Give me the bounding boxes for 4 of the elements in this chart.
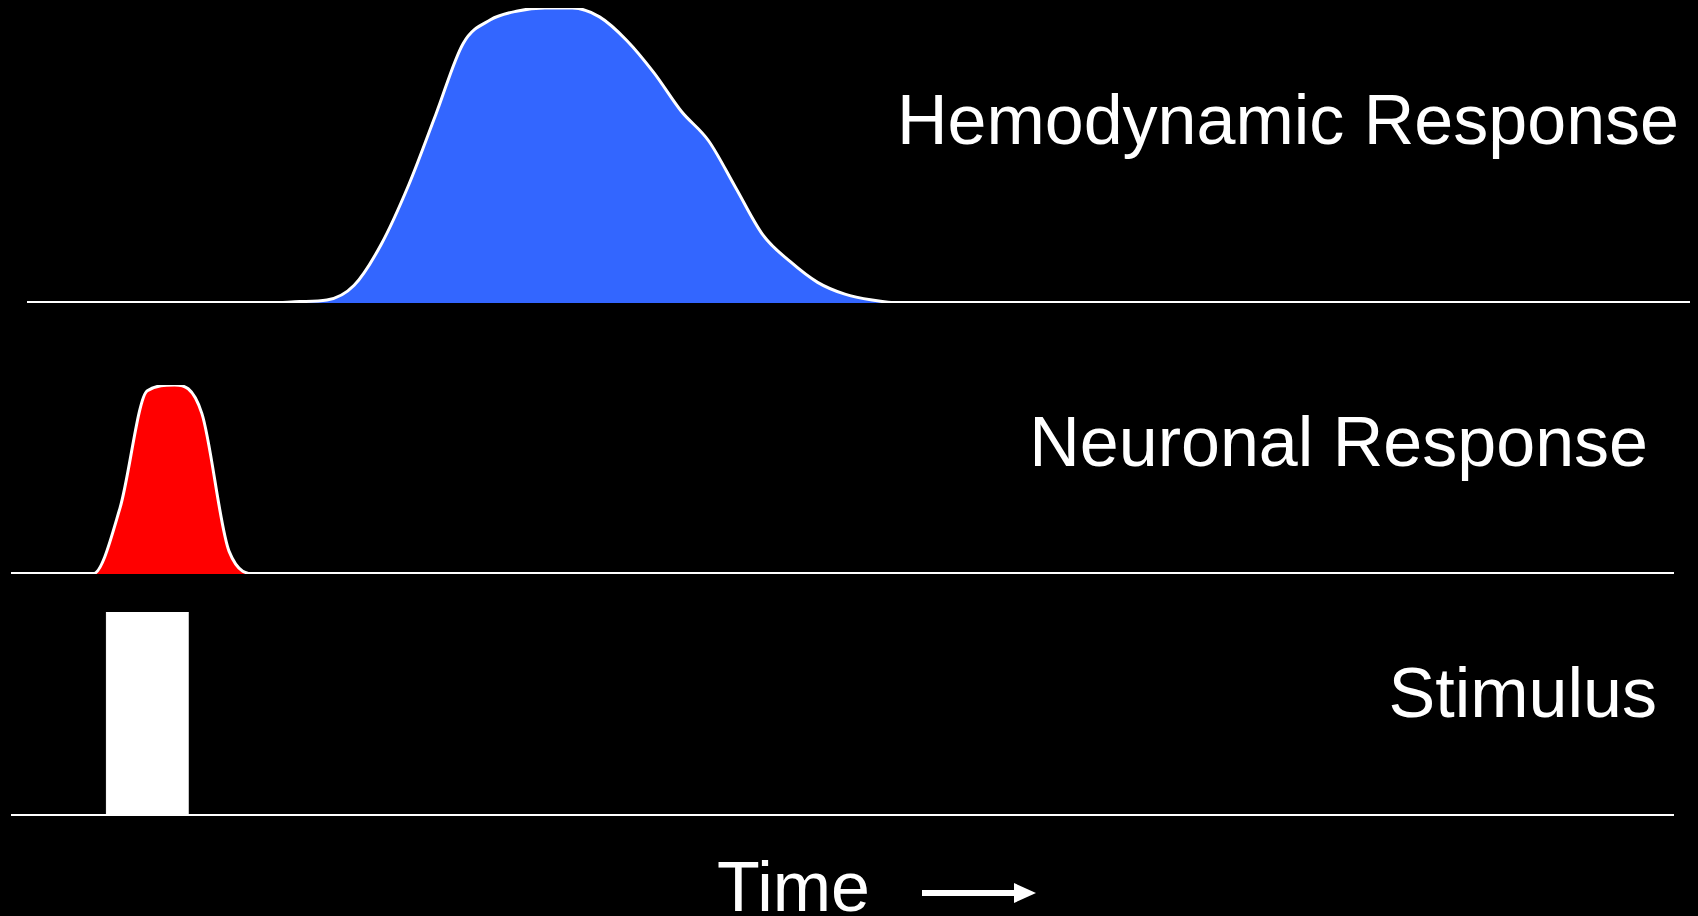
series-label: Neuronal Response bbox=[1029, 403, 1648, 481]
text: Hemodynamic Response bbox=[896, 81, 1679, 159]
series-label: Stimulus bbox=[1388, 654, 1657, 732]
x-axis-title: Time bbox=[717, 848, 870, 916]
